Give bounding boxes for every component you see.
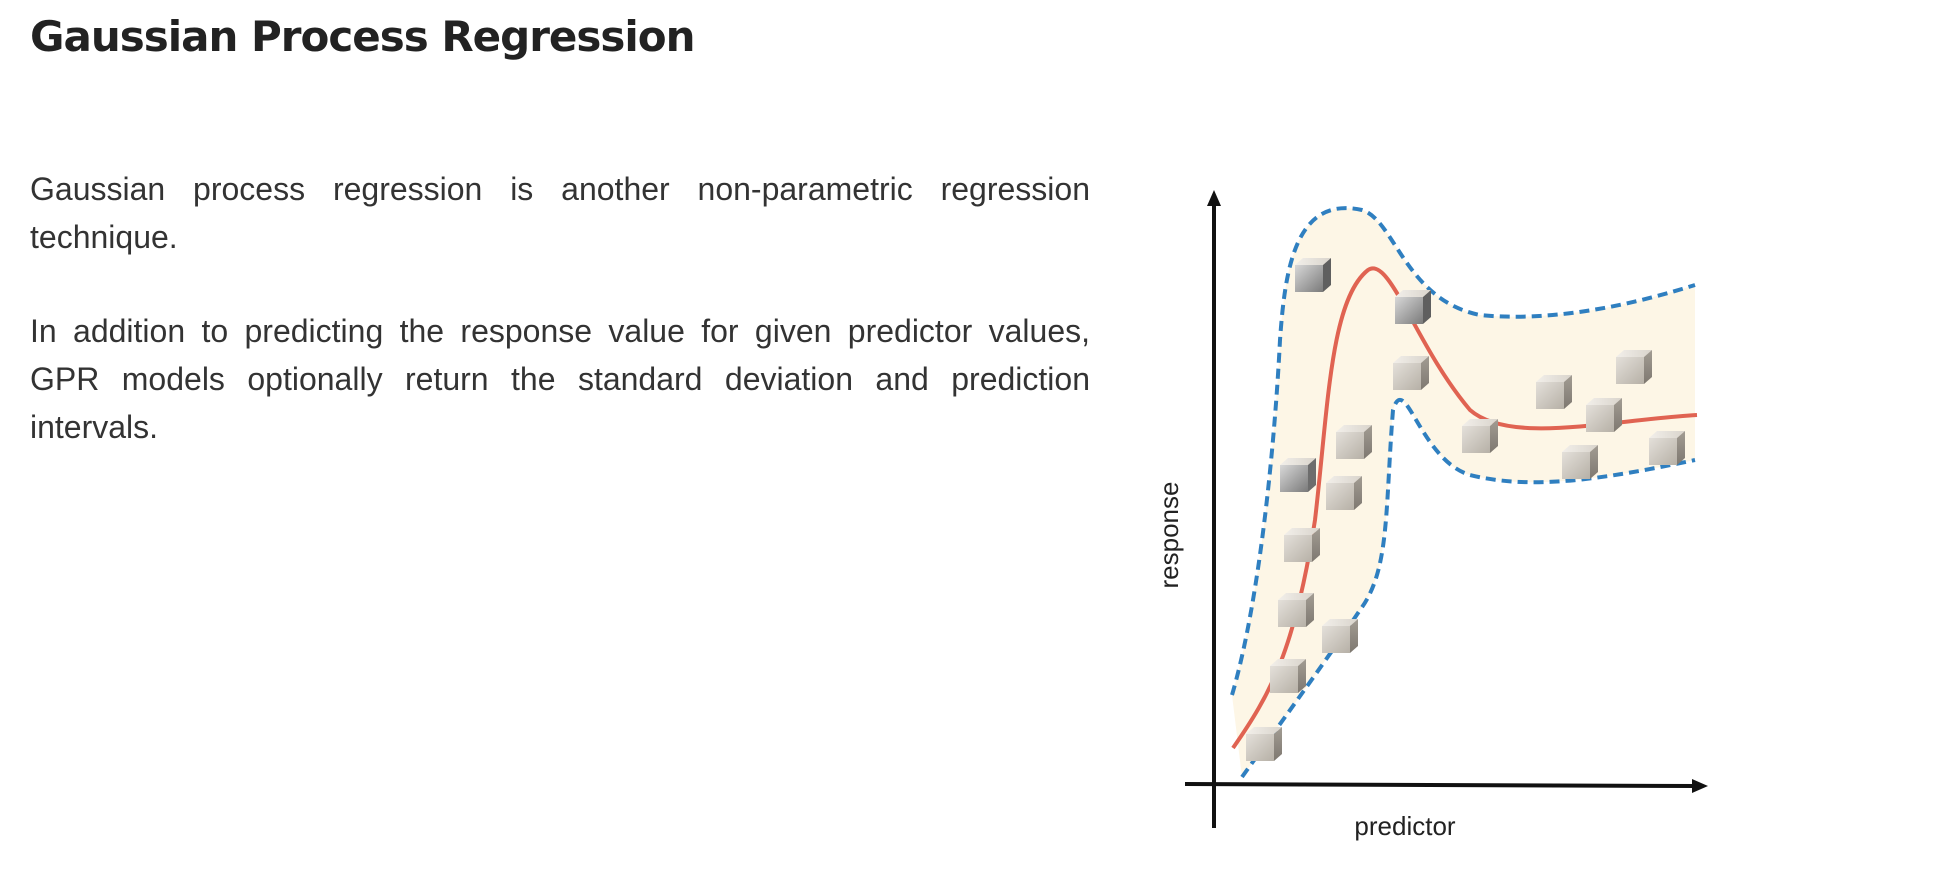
y-axis-label: response [1154, 482, 1184, 589]
body-text: Gaussian process regression is another n… [30, 165, 1090, 497]
data-point-cube [1649, 431, 1685, 465]
page-title: Gaussian Process Regression [30, 12, 696, 61]
x-axis-label: predictor [1354, 811, 1455, 841]
paragraph-intro: Gaussian process regression is another n… [30, 171, 1090, 255]
data-point-cube [1280, 458, 1316, 492]
data-point-cube [1295, 258, 1331, 292]
data-point-cube [1336, 425, 1372, 459]
data-point-cube [1322, 619, 1358, 653]
x-axis-arrow [1692, 779, 1708, 793]
data-point-cube [1395, 290, 1431, 324]
upper-interval-line [1230, 206, 1696, 696]
data-point-cube [1326, 476, 1362, 510]
data-point-cube [1278, 593, 1314, 627]
data-point-cube [1562, 445, 1598, 479]
data-point-cube [1393, 356, 1429, 390]
data-point-cube [1616, 350, 1652, 384]
data-point-cube [1270, 659, 1306, 693]
paragraph-details: In addition to predicting the response v… [30, 313, 1090, 445]
x-axis [1184, 782, 1696, 788]
prediction-band [1232, 208, 1695, 777]
data-point-cube [1536, 375, 1572, 409]
data-point-cube [1586, 398, 1622, 432]
y-axis-arrow [1207, 190, 1221, 206]
data-point-cube [1462, 419, 1498, 453]
lower-interval-line [1240, 398, 1696, 779]
data-point-cube [1246, 727, 1282, 761]
data-point-cube [1284, 528, 1320, 562]
data-points [1246, 258, 1685, 761]
gpr-diagram: predictor response [1154, 190, 1708, 841]
